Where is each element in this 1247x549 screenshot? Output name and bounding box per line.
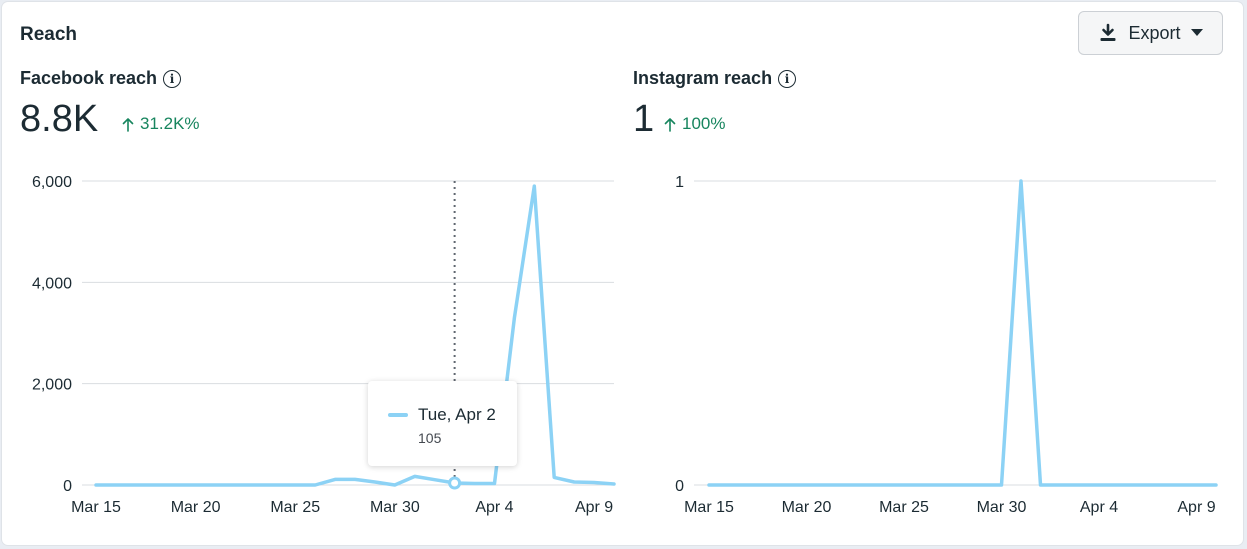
facebook-x-tick-label: Apr 4 bbox=[475, 499, 513, 516]
facebook-reach-title: Facebook reach i bbox=[20, 68, 182, 89]
facebook-x-tick-label: Mar 30 bbox=[370, 499, 420, 516]
instagram-x-tick-label: Mar 25 bbox=[879, 499, 929, 516]
instagram-x-tick-label: Apr 9 bbox=[1177, 499, 1215, 516]
info-icon[interactable]: i bbox=[163, 69, 182, 88]
arrow-up-icon bbox=[122, 117, 134, 132]
facebook-y-tick-label: 4,000 bbox=[32, 275, 72, 292]
caret-down-icon bbox=[1190, 29, 1203, 36]
facebook-y-tick-label: 0 bbox=[63, 478, 72, 495]
facebook-y-tick-label: 6,000 bbox=[32, 174, 72, 191]
facebook-reach-line bbox=[94, 184, 616, 487]
export-button[interactable]: Export bbox=[1078, 11, 1223, 55]
tooltip-date: Tue, Apr 2 bbox=[418, 405, 496, 424]
instagram-reach-title: Instagram reach i bbox=[633, 68, 797, 89]
chart-tooltip: Tue, Apr 2 105 bbox=[368, 381, 517, 466]
facebook-x-tick-label: Apr 9 bbox=[575, 499, 613, 516]
instagram-x-tick-label: Mar 15 bbox=[684, 499, 734, 516]
instagram-reach-label: Instagram reach bbox=[633, 68, 773, 88]
card-title: Reach bbox=[20, 24, 78, 45]
facebook-x-tick-label: Mar 20 bbox=[171, 499, 221, 516]
facebook-reach-label: Facebook reach bbox=[20, 68, 158, 88]
tooltip-value: 105 bbox=[418, 430, 442, 446]
instagram-y-tick-label: 0 bbox=[675, 478, 684, 495]
facebook-change-label: 31.2K% bbox=[140, 114, 200, 133]
export-label: Export bbox=[1128, 22, 1181, 43]
arrow-up-icon bbox=[664, 117, 676, 132]
instagram-reach-line bbox=[707, 179, 1218, 487]
facebook-x-tick-label: Mar 15 bbox=[71, 499, 121, 516]
facebook-reach-change: 31.2K% bbox=[122, 114, 200, 134]
facebook-x-tick-label: Mar 25 bbox=[270, 499, 320, 516]
facebook-reach-value: 8.8K bbox=[20, 98, 99, 140]
instagram-x-tick-label: Apr 4 bbox=[1080, 499, 1118, 516]
instagram-y-tick-label: 1 bbox=[675, 174, 684, 191]
info-icon[interactable]: i bbox=[778, 69, 797, 88]
instagram-x-tick-label: Mar 30 bbox=[977, 499, 1027, 516]
download-icon bbox=[1100, 23, 1116, 41]
instagram-reach-value: 1 bbox=[633, 98, 655, 140]
instagram-x-tick-label: Mar 20 bbox=[782, 499, 832, 516]
tooltip-swatch bbox=[388, 413, 408, 417]
instagram-change-label: 100% bbox=[682, 114, 726, 133]
instagram-reach-change: 100% bbox=[664, 114, 725, 134]
facebook-y-tick-label: 2,000 bbox=[32, 377, 72, 394]
facebook-hover-point bbox=[448, 476, 462, 490]
